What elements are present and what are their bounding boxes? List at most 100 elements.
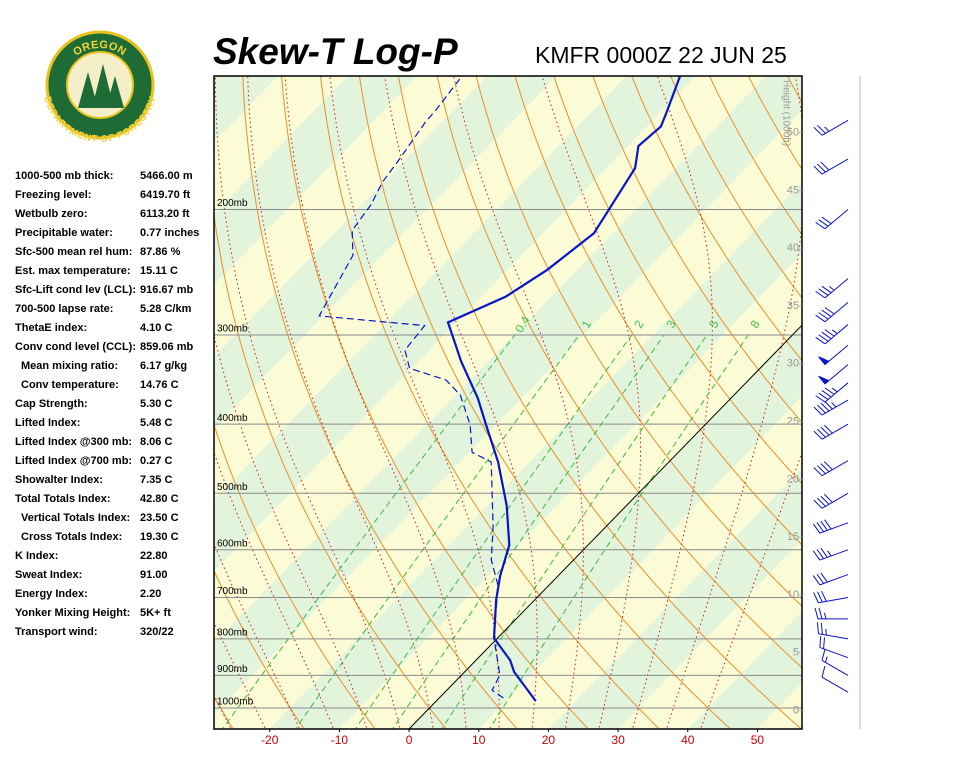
- pressure-label: 800mb: [217, 628, 248, 639]
- dry-adiabat: [592, 76, 802, 424]
- wind-barb: [812, 519, 849, 534]
- logo-tree: [106, 76, 124, 108]
- wind-barb: [819, 636, 849, 659]
- y2-tick-label: 0: [793, 704, 799, 716]
- subtitle: KMFR 0000Z 22 JUN 25: [535, 42, 787, 68]
- moist-adiabat: [214, 542, 301, 729]
- index-value: 5.48 C: [140, 417, 172, 429]
- x-tick-label: 10: [472, 733, 486, 747]
- dewpoint-profile: [318, 76, 504, 699]
- x-tick-label: -10: [331, 733, 349, 747]
- index-label: Vertical Totals Index:: [21, 512, 130, 524]
- wind-barb: [815, 382, 849, 403]
- y2-tick-label: 45: [787, 184, 799, 196]
- x-tick-label: 30: [611, 733, 625, 747]
- wind-barb: [821, 649, 849, 676]
- index-label: Freezing level:: [15, 189, 91, 201]
- wind-barb: [814, 607, 848, 620]
- index-value: 859.06 mb: [140, 341, 193, 353]
- x-tick-label: 0: [406, 733, 413, 747]
- index-value: 5K+ ft: [140, 607, 171, 619]
- y2-tick-label: 20: [787, 473, 799, 485]
- y2-tick-label: 40: [787, 242, 799, 254]
- wind-barb: [818, 364, 849, 385]
- index-value: 8.06 C: [140, 436, 172, 448]
- pressure-label: 400mb: [217, 413, 248, 424]
- wind-barb: [815, 324, 849, 345]
- pressure-label: 300mb: [217, 324, 248, 335]
- moist-adiabat: [247, 76, 434, 729]
- isotherm-band: [548, 468, 802, 729]
- logo-tree: [92, 64, 114, 108]
- index-label: Est. max temperature:: [15, 265, 131, 277]
- wind-barb: [813, 158, 849, 175]
- isotherm-band: [214, 76, 802, 715]
- y2-tick-label: 25: [787, 415, 799, 427]
- dry-adiabat: [214, 569, 305, 729]
- index-label: Wetbulb zero:: [15, 208, 88, 220]
- mixing-ratio-line: [221, 334, 516, 729]
- index-value: 15.11 C: [140, 265, 178, 277]
- zero-isotherm: [408, 324, 802, 729]
- wind-barb: [815, 209, 849, 230]
- index-label: Sfc-500 mean rel hum:: [15, 246, 132, 258]
- wind-barbs: [812, 119, 849, 693]
- mixing-ratio-line: [488, 334, 749, 729]
- wind-barb: [815, 278, 849, 299]
- y2-tick-label: 30: [787, 358, 799, 370]
- pressure-label: 1000mb: [217, 697, 254, 708]
- index-value: 6419.70 ft: [140, 189, 190, 201]
- index-label: Lifted Index:: [15, 417, 80, 429]
- wind-barb: [812, 547, 849, 561]
- isotherm-band: [897, 76, 960, 729]
- mixing-ratio-line: [391, 334, 665, 729]
- isotherm-band: [214, 110, 802, 729]
- pressure-label: 200mb: [217, 198, 248, 209]
- wind-barb: [813, 119, 849, 136]
- isotherm-band: [618, 539, 802, 729]
- y2-tick-label: 10: [787, 589, 799, 601]
- indices-table: 1000-500 mb thick: 5466.00 m Freezing leve…: [15, 170, 199, 638]
- wind-barb: [812, 572, 849, 586]
- axes: 1000mb 900mb 800mb 700mb 600mb 500mb 400mb 300m…: [217, 80, 802, 747]
- index-label: Precipitable water:: [15, 227, 113, 239]
- index-value: 0.27 C: [140, 455, 172, 467]
- wind-barb: [815, 302, 849, 323]
- index-label: K Index:: [15, 550, 58, 562]
- y2-tick-label: 50: [787, 127, 799, 139]
- index-value: 5466.00 m: [140, 170, 193, 182]
- isotherm-band: [478, 396, 802, 729]
- isotherm-band: [827, 76, 960, 729]
- index-label: Sfc-Lift cond lev (LCL):: [15, 284, 136, 296]
- index-label: Conv cond level (CCL):: [15, 341, 136, 353]
- pressure-label: 900mb: [217, 664, 248, 675]
- moist-adiabat: [284, 76, 467, 729]
- index-label: Transport wind:: [15, 626, 98, 638]
- dry-adiabat: [888, 51, 960, 732]
- index-value: 22.80: [140, 550, 168, 562]
- dry-adiabat: [514, 76, 802, 546]
- title: Skew-T Log-P: [213, 31, 458, 72]
- index-value: 19.30 C: [140, 531, 179, 543]
- index-value: 320/22: [140, 626, 174, 638]
- plot-frame: [213, 75, 803, 730]
- index-label: Energy Index:: [15, 588, 88, 600]
- pressure-label: 600mb: [217, 538, 248, 549]
- index-value: 4.10 C: [140, 322, 172, 334]
- mixing-ratio-line: [441, 334, 708, 729]
- x-tick-label: -20: [261, 733, 279, 747]
- x-tick-label: 40: [681, 733, 695, 747]
- index-value: 2.20: [140, 588, 161, 600]
- dry-adiabat: [631, 76, 802, 362]
- dry-adiabat: [553, 76, 802, 485]
- plot-data: [318, 76, 682, 702]
- y2-tick-label: 15: [787, 531, 799, 543]
- x-tick-label: 50: [751, 733, 765, 747]
- y2-axis-label: Height (1000ft): [780, 80, 791, 146]
- index-label: Mean mixing ratio:: [21, 360, 118, 372]
- isotherm-band: [757, 683, 802, 729]
- index-value: 23.50 C: [140, 512, 179, 524]
- isotherm-band: [339, 253, 802, 729]
- wind-barb: [813, 423, 849, 440]
